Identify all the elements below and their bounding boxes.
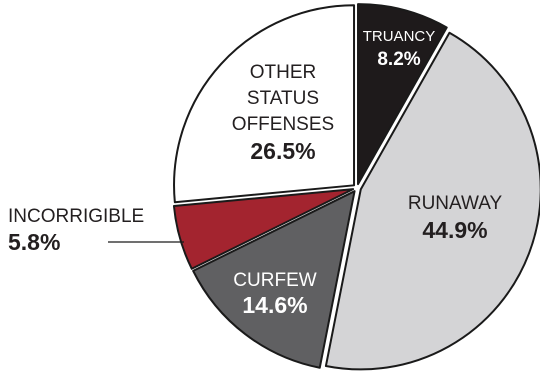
slice-value-truancy: 8.2% [377,49,420,70]
pie-slice-truancy [357,3,448,186]
slice-label-truancy: TRUANCY [363,28,436,45]
slice-label-runaway: RUNAWAY [408,193,503,214]
slice-label-curfew: CURFEW [233,270,316,291]
slice-value-incorrigible: 5.8% [8,229,60,255]
slice-value-other: 26.5% [250,138,315,164]
slice-label-other-line-2: STATUS [247,88,319,109]
slice-label-other-line-1: OTHER [250,62,317,83]
slice-value-runaway: 44.9% [422,217,487,243]
slice-label-incorrigible: INCORRIGIBLE [8,206,144,227]
pie-slice-curfew [192,190,356,369]
pie-slice-runaway [324,31,540,371]
pie-slice-other-status-offenses [173,4,356,204]
pie-slices [172,3,540,371]
slice-value-curfew: 14.6% [242,292,307,318]
pie-slice-incorrigible [172,188,355,270]
slice-label-other-line-3: OFFENSES [232,114,334,135]
pie-labels: TRUANCY 8.2% RUNAWAY 44.9% CURFEW 14.6% … [8,28,502,318]
